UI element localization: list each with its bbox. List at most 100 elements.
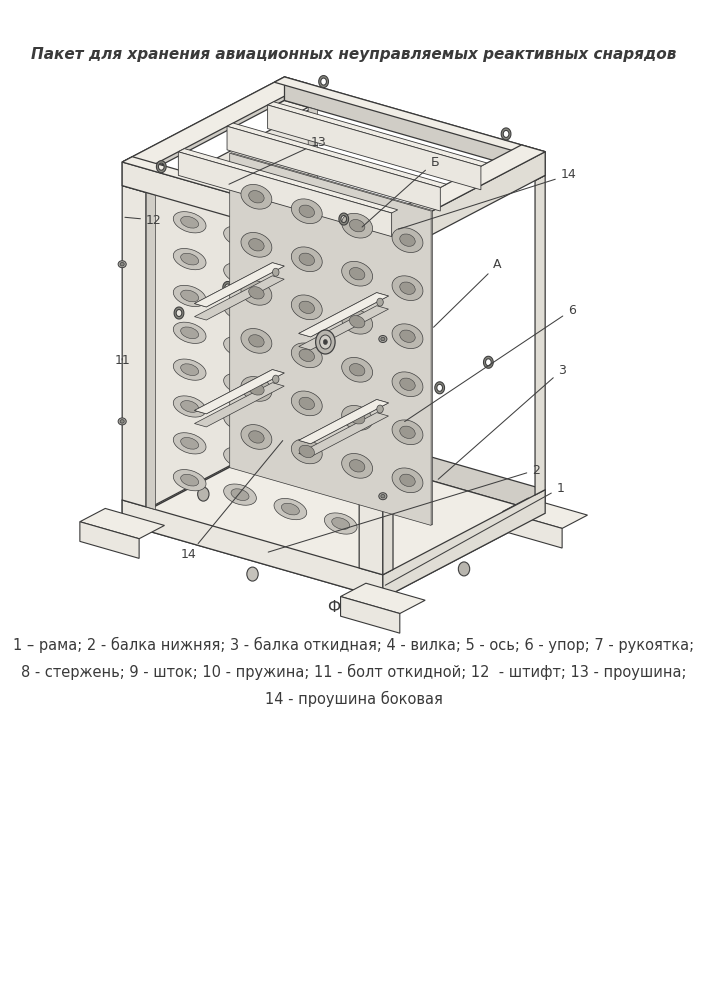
Circle shape — [315, 330, 335, 354]
Ellipse shape — [299, 397, 315, 410]
Circle shape — [198, 487, 209, 501]
Ellipse shape — [291, 391, 322, 416]
Wedge shape — [339, 213, 349, 225]
Ellipse shape — [281, 245, 299, 257]
Ellipse shape — [274, 314, 307, 335]
Wedge shape — [156, 161, 166, 173]
Text: 6: 6 — [404, 304, 575, 422]
Ellipse shape — [341, 309, 373, 334]
Ellipse shape — [231, 378, 249, 390]
Ellipse shape — [325, 292, 357, 313]
Ellipse shape — [223, 484, 257, 505]
Ellipse shape — [281, 466, 299, 478]
Ellipse shape — [241, 184, 272, 209]
Ellipse shape — [181, 401, 199, 412]
Text: Пакет для хранения авиационных неуправляемых реактивных снарядов: Пакет для хранения авиационных неуправля… — [31, 47, 676, 62]
Ellipse shape — [223, 447, 257, 468]
Polygon shape — [122, 500, 383, 598]
Ellipse shape — [291, 199, 322, 224]
Polygon shape — [227, 123, 446, 187]
Wedge shape — [435, 382, 445, 394]
Wedge shape — [174, 307, 184, 319]
Ellipse shape — [299, 445, 315, 458]
Ellipse shape — [399, 426, 415, 438]
Polygon shape — [359, 254, 383, 575]
Ellipse shape — [118, 261, 127, 268]
Ellipse shape — [299, 301, 315, 313]
Text: 14: 14 — [399, 168, 576, 229]
Polygon shape — [274, 100, 308, 113]
Ellipse shape — [181, 364, 199, 375]
Polygon shape — [383, 255, 393, 575]
Polygon shape — [243, 437, 301, 473]
Ellipse shape — [223, 226, 257, 247]
Circle shape — [320, 335, 331, 349]
Polygon shape — [511, 168, 545, 181]
Polygon shape — [122, 157, 393, 237]
Polygon shape — [299, 293, 388, 337]
Ellipse shape — [223, 300, 257, 321]
Ellipse shape — [281, 319, 299, 331]
Polygon shape — [178, 149, 398, 213]
Ellipse shape — [274, 425, 307, 446]
Ellipse shape — [332, 297, 350, 308]
Ellipse shape — [281, 430, 299, 441]
Ellipse shape — [173, 359, 206, 380]
Ellipse shape — [231, 268, 249, 279]
Ellipse shape — [349, 316, 365, 328]
Ellipse shape — [392, 228, 423, 252]
Polygon shape — [268, 102, 487, 166]
Ellipse shape — [291, 439, 322, 464]
Ellipse shape — [231, 489, 249, 500]
Ellipse shape — [223, 410, 257, 432]
Text: 1: 1 — [385, 482, 564, 585]
Ellipse shape — [241, 425, 272, 449]
Ellipse shape — [181, 253, 199, 265]
Ellipse shape — [332, 407, 350, 419]
Ellipse shape — [241, 280, 272, 305]
Text: Б: Б — [362, 155, 439, 227]
Ellipse shape — [381, 494, 385, 498]
Ellipse shape — [332, 444, 350, 456]
Ellipse shape — [325, 513, 357, 534]
Ellipse shape — [325, 476, 357, 497]
Wedge shape — [484, 356, 493, 368]
Polygon shape — [284, 77, 545, 175]
Text: 3: 3 — [438, 363, 566, 479]
Ellipse shape — [249, 383, 264, 395]
Ellipse shape — [181, 437, 199, 449]
Ellipse shape — [332, 518, 350, 529]
Polygon shape — [194, 263, 284, 307]
Polygon shape — [274, 100, 284, 420]
Ellipse shape — [399, 234, 415, 246]
Ellipse shape — [349, 364, 365, 376]
Ellipse shape — [299, 253, 315, 265]
Ellipse shape — [181, 290, 199, 302]
Text: 11: 11 — [115, 354, 130, 366]
Polygon shape — [503, 498, 588, 528]
Text: 8 - стержень; 9 - шток; 10 - пружина; 11 - болт откидной; 12  - штифт; 13 - проу: 8 - стержень; 9 - шток; 10 - пружина; 11… — [21, 664, 686, 680]
Circle shape — [272, 268, 279, 276]
Circle shape — [377, 405, 383, 413]
Polygon shape — [308, 107, 317, 424]
Ellipse shape — [325, 366, 357, 387]
Circle shape — [458, 562, 469, 576]
Ellipse shape — [299, 349, 315, 362]
Ellipse shape — [392, 372, 423, 397]
Text: 13: 13 — [229, 136, 327, 184]
Polygon shape — [80, 508, 165, 539]
Circle shape — [323, 340, 327, 345]
Circle shape — [247, 567, 258, 581]
Ellipse shape — [223, 337, 257, 358]
Polygon shape — [122, 162, 383, 260]
Ellipse shape — [173, 212, 206, 233]
Ellipse shape — [120, 420, 124, 423]
Polygon shape — [146, 192, 156, 510]
Ellipse shape — [291, 343, 322, 368]
Polygon shape — [178, 152, 392, 237]
Ellipse shape — [173, 285, 206, 307]
Text: 1 – рама; 2 - балка нижняя; 3 - балка откидная; 4 - вилка; 5 - ось; 6 - упор; 7 : 1 – рама; 2 - балка нижняя; 3 - балка от… — [13, 637, 694, 653]
Circle shape — [409, 482, 421, 496]
Polygon shape — [149, 108, 312, 508]
Ellipse shape — [399, 282, 415, 294]
